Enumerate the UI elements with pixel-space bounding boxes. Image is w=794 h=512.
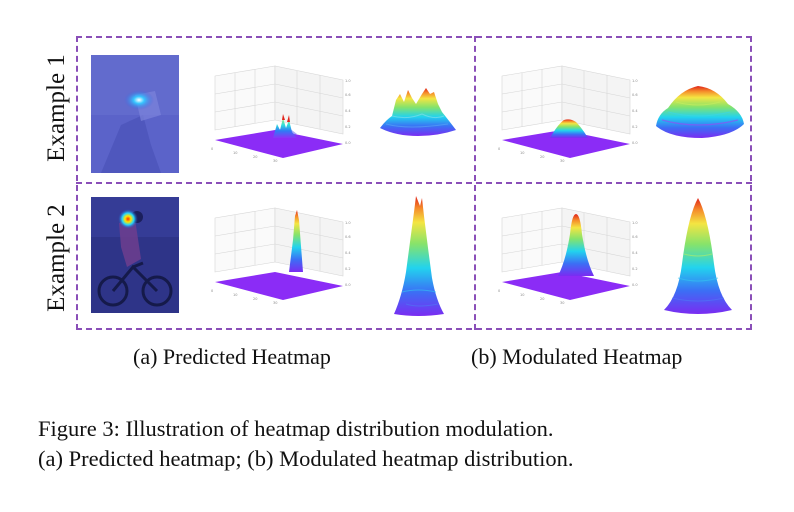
example-2-photo: [91, 197, 179, 313]
svg-text:0.4: 0.4: [345, 109, 351, 113]
svg-text:1.0: 1.0: [632, 221, 638, 225]
svg-text:10: 10: [233, 293, 237, 297]
svg-text:0: 0: [211, 147, 213, 151]
svg-text:0.6: 0.6: [345, 235, 351, 239]
svg-text:1.0: 1.0: [632, 79, 638, 83]
svg-text:20: 20: [253, 297, 257, 301]
example-1-modulated-peak: [656, 86, 744, 138]
svg-text:30: 30: [560, 159, 564, 163]
svg-text:0.4: 0.4: [345, 251, 351, 255]
example-1-predicted-peak: [380, 88, 456, 136]
row-label-example-2: Example 2: [43, 204, 70, 312]
example-1-photo: [91, 55, 179, 173]
svg-text:30: 30: [273, 301, 277, 305]
svg-text:0.2: 0.2: [345, 267, 351, 271]
example-2-predicted-peak: [394, 196, 444, 316]
svg-text:0: 0: [211, 289, 213, 293]
figure-caption: Figure 3: Illustration of heatmap distri…: [38, 414, 758, 474]
subcaption-predicted: (a) Predicted Heatmap: [133, 344, 331, 369]
svg-text:10: 10: [520, 293, 524, 297]
svg-text:0.0: 0.0: [632, 283, 638, 287]
svg-text:0.2: 0.2: [632, 125, 638, 129]
svg-text:0.2: 0.2: [632, 267, 638, 271]
example-2-predicted-3d-plot: 0 10 20 30 0.0 0.2 0.4 0.6 1.0: [211, 207, 351, 305]
svg-text:30: 30: [273, 159, 277, 163]
svg-text:0.6: 0.6: [632, 235, 638, 239]
subcaption-modulated: (b) Modulated Heatmap: [471, 344, 683, 369]
svg-text:0: 0: [498, 147, 500, 151]
svg-text:0.6: 0.6: [345, 93, 351, 97]
svg-text:0.4: 0.4: [632, 109, 638, 113]
svg-text:0.4: 0.4: [632, 251, 638, 255]
row-label-example-1: Example 1: [43, 54, 70, 162]
svg-text:10: 10: [520, 151, 524, 155]
svg-text:0.0: 0.0: [345, 141, 351, 145]
row-divider: [76, 182, 752, 184]
figure-caption-line-2: (a) Predicted heatmap; (b) Modulated hea…: [38, 446, 574, 471]
example-1-predicted-3d-plot: 0 10 20 30 0.0 0.2 0.4 0.6 1.0: [211, 65, 351, 163]
svg-text:20: 20: [253, 155, 257, 159]
svg-text:10: 10: [233, 151, 237, 155]
column-divider: [474, 36, 476, 330]
example-1-modulated-3d-plot: 0 10 20 30 0.0 0.2 0.4 0.6 1.0: [498, 65, 638, 163]
svg-text:1.0: 1.0: [345, 221, 351, 225]
svg-text:0: 0: [498, 289, 500, 293]
svg-text:0.0: 0.0: [345, 283, 351, 287]
svg-text:20: 20: [540, 155, 544, 159]
example-2-modulated-peak: [664, 198, 732, 314]
example-2-modulated-3d-plot: 0 10 20 30 0.0 0.2 0.4 0.6 1.0: [498, 207, 638, 305]
svg-text:0.0: 0.0: [632, 141, 638, 145]
svg-text:20: 20: [540, 297, 544, 301]
svg-text:0.6: 0.6: [632, 93, 638, 97]
svg-text:30: 30: [560, 301, 564, 305]
svg-text:0.2: 0.2: [345, 125, 351, 129]
figure-caption-line-1: Figure 3: Illustration of heatmap distri…: [38, 416, 554, 441]
svg-text:1.0: 1.0: [345, 79, 351, 83]
